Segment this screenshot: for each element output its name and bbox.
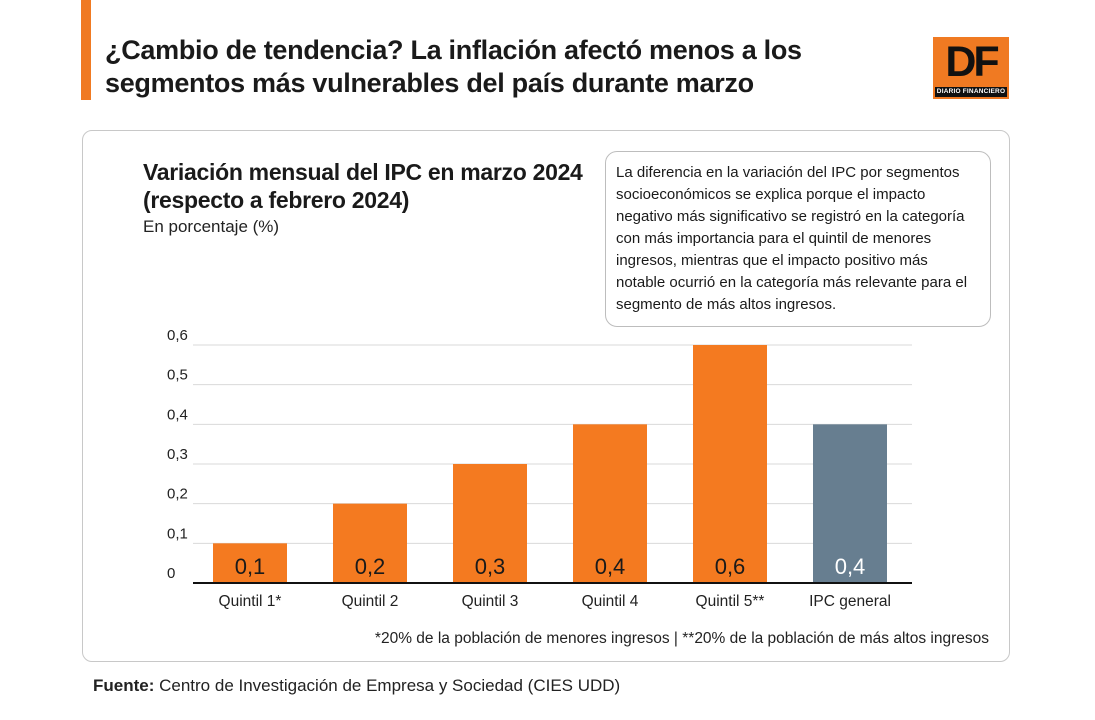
x-tick-label: IPC general [809,593,891,610]
logo-mark: DF [945,38,999,86]
y-tick-label: 0,4 [167,406,188,423]
source-line: Fuente: Centro de Investigación de Empre… [93,676,620,696]
bar [453,464,527,583]
x-tick-label: Quintil 3 [462,593,519,610]
bar-value-label: 0,4 [595,554,626,579]
y-tick-label: 0,2 [167,486,188,503]
footnote: *20% de la población de menores ingresos… [374,630,989,647]
bar-value-label: 0,3 [475,554,506,579]
y-tick-label: 0,5 [167,367,188,384]
df-logo: DF DIARIO FINANCIERO [933,37,1009,99]
source-text: Centro de Investigación de Empresa y Soc… [154,676,621,695]
y-tick-label: 0,3 [167,446,188,463]
bar-value-label: 0,6 [715,554,746,579]
x-tick-label: Quintil 5** [696,593,765,610]
bar-value-label: 0,2 [355,554,386,579]
bar [813,424,887,583]
bar [213,543,287,583]
x-tick-label: Quintil 4 [582,593,639,610]
accent-bar [81,0,91,100]
x-tick-label: Quintil 1* [219,593,282,610]
bar [573,424,647,583]
y-tick-label: 0,1 [167,525,188,542]
explanation-note: La diferencia en la variación del IPC po… [605,151,991,327]
y-tick-label: 0,6 [167,327,188,344]
logo-subtitle: DIARIO FINANCIERO [935,87,1007,97]
source-label: Fuente: [93,676,155,695]
x-tick-label: Quintil 2 [342,593,399,610]
y-tick-label: 0 [167,565,175,582]
explanation-note-text: La diferencia en la variación del IPC po… [616,164,968,313]
bar [333,503,407,583]
chart-title: Variación mensual del IPC en marzo 2024 … [143,159,583,213]
chart-subtitle: En porcentaje (%) [143,217,280,236]
bar [693,345,767,583]
headline: ¿Cambio de tendencia? La inflación afect… [105,35,802,98]
bar-value-label: 0,4 [835,554,866,579]
bar-value-label: 0,1 [235,554,266,579]
